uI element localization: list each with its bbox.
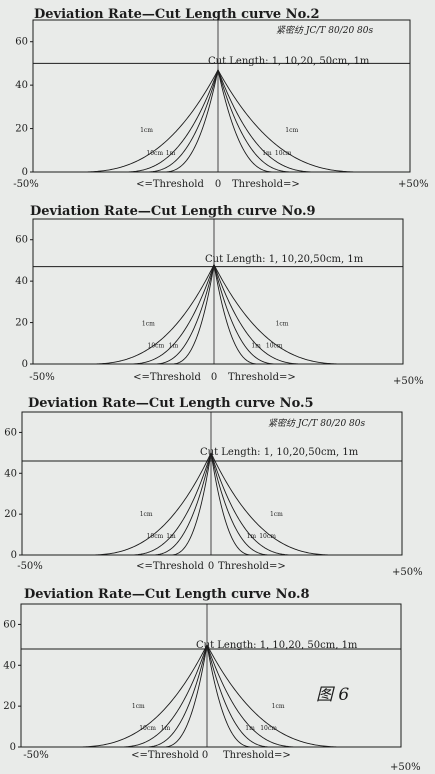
series-label-left: 1m (166, 150, 176, 157)
handwritten-note: 紧密纺 JC/T 80/20 80s (268, 418, 366, 429)
plot-frame (32, 19, 411, 173)
plot-frame (20, 603, 402, 748)
series-line (162, 69, 276, 173)
series-label-left: 1cm (132, 703, 145, 710)
series-line (162, 644, 254, 748)
plot-frame (32, 218, 404, 365)
y-tick-label: 20 (4, 509, 17, 520)
series-label-right: 1m (262, 150, 272, 157)
x-tick-label: +50% (392, 567, 423, 578)
x-tick-label: +50% (393, 376, 424, 387)
handwritten-note: 紧密纺 JC/T 80/20 80s (276, 25, 374, 36)
x-axis-label-right: Threshold=> (218, 561, 286, 572)
x-tick-label: 0 (211, 372, 217, 383)
y-tick-label: 40 (3, 660, 16, 671)
series-line (77, 68, 364, 173)
series-label-right: 10cm (259, 533, 276, 540)
chart-subtitle: Cut Length: 1, 10,20,50cm, 1m (200, 447, 359, 458)
series-label-right: 1cm (270, 511, 283, 518)
chart-svg: Deviation Rate—Cut Length curve No.5 0 20 4… (4, 396, 423, 578)
y-tick-label: 40 (4, 468, 17, 479)
chart-subtitle: Cut Length: 1, 10,20, 50cm, 1m (208, 56, 370, 67)
series-label-left: 1cm (140, 511, 153, 518)
plot-frame (21, 411, 403, 556)
x-axis-label-left: <=Threshold (131, 750, 199, 761)
y-tick-label: 0 (11, 550, 17, 561)
series-label-left: 10cm (146, 150, 163, 157)
series-label-left: 1m (161, 725, 171, 732)
x-tick-label: -50% (17, 561, 43, 572)
y-tick-label: 40 (15, 80, 28, 91)
series-label-left: 1cm (142, 320, 155, 327)
chart-title: Deviation Rate—Cut Length curve No.5 (28, 396, 314, 411)
series-label-left: 1cm (140, 127, 153, 134)
chart-panel: Deviation Rate—Cut Length curve No.5 0 20 4… (0, 387, 435, 580)
chart-panel: Deviation Rate—Cut Length curve No.8 0 20 4… (0, 580, 435, 773)
chart-panel: Deviation Rate—Cut Length curve No.9 0 20 4… (0, 196, 435, 389)
y-tick-label: 60 (15, 37, 28, 48)
series-label-right: 1cm (272, 703, 285, 710)
y-tick-label: 60 (15, 235, 28, 246)
chart-subtitle: Cut Length: 1, 10,20,50cm, 1m (205, 254, 364, 265)
y-tick-label: 40 (15, 276, 28, 287)
chart-title: Deviation Rate—Cut Length curve No.9 (30, 204, 316, 219)
series-label-right: 1m (245, 725, 255, 732)
x-tick-label: 0 (208, 561, 214, 572)
y-tick-label: 60 (4, 427, 17, 438)
x-axis-label-left: <=Threshold (133, 372, 201, 383)
series-label-right: 1m (247, 533, 257, 540)
y-tick-label: 0 (22, 359, 28, 370)
series-line (170, 264, 260, 365)
y-tick-label: 20 (15, 318, 28, 329)
chart-title: Deviation Rate—Cut Length curve No.2 (34, 7, 320, 22)
x-tick-label: +50% (398, 179, 429, 190)
series-label-right: 10cm (266, 342, 283, 349)
x-axis-label-right: Threshold=> (223, 750, 291, 761)
x-tick-label: -50% (13, 179, 39, 190)
x-axis-label-right: Threshold=> (228, 372, 296, 383)
x-axis-label-left: <=Threshold (136, 561, 204, 572)
y-tick-label: 0 (10, 742, 16, 753)
chart-svg: Deviation Rate—Cut Length curve No.9 0 20 4… (15, 204, 424, 387)
series-label-left: 10cm (148, 342, 165, 349)
series-label-right: 1cm (285, 127, 298, 134)
x-tick-label: 0 (215, 179, 221, 190)
chart-panel: Deviation Rate—Cut Length curve No.2 0 20 4… (0, 0, 435, 193)
series-line (169, 452, 254, 556)
x-axis-label-left: <=Threshold (136, 179, 204, 190)
y-tick-label: 60 (3, 619, 16, 630)
x-tick-label: 0 (202, 750, 208, 761)
chart-svg: Deviation Rate—Cut Length curve No.8 0 20 4… (3, 587, 421, 773)
y-tick-label: 0 (22, 167, 28, 178)
series-label-right: 10cm (260, 725, 277, 732)
y-tick-label: 20 (3, 701, 16, 712)
x-tick-label: +50% (390, 762, 421, 773)
y-tick-label: 20 (15, 124, 28, 135)
series-line (86, 451, 338, 556)
chart-title: Deviation Rate—Cut Length curve No.8 (24, 587, 310, 602)
x-tick-label: -50% (23, 750, 49, 761)
series-label-left: 1m (169, 342, 179, 349)
chart-svg: Deviation Rate—Cut Length curve No.2 0 20 4… (13, 7, 429, 190)
series-label-left: 10cm (147, 533, 164, 540)
x-axis-label-right: Threshold=> (232, 179, 300, 190)
series-label-right: 1cm (276, 320, 289, 327)
series-label-right: 10cm (275, 150, 292, 157)
x-tick-label: -50% (29, 372, 55, 383)
handwritten-note: 图 6 (316, 685, 349, 705)
series-label-right: 1m (251, 342, 261, 349)
series-label-left: 1m (166, 533, 176, 540)
chart-subtitle: Cut Length: 1, 10,20, 50cm, 1m (196, 640, 358, 651)
series-label-left: 10cm (139, 725, 156, 732)
